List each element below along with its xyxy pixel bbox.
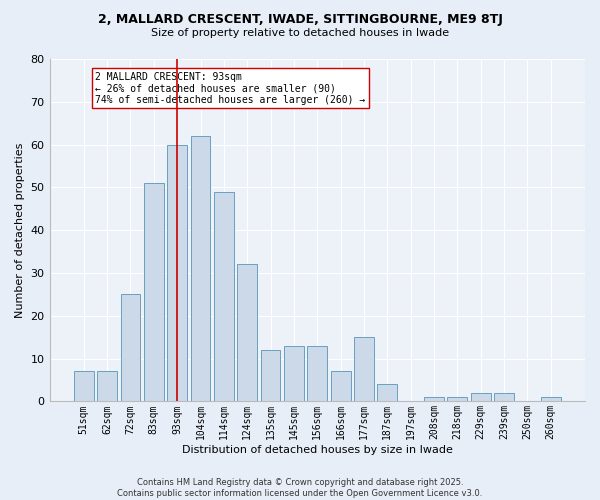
Bar: [260, 350, 280, 402]
Bar: [74, 372, 94, 402]
Bar: [424, 397, 444, 402]
Bar: [331, 372, 350, 402]
Y-axis label: Number of detached properties: Number of detached properties: [15, 142, 25, 318]
Bar: [448, 397, 467, 402]
Text: Contains HM Land Registry data © Crown copyright and database right 2025.
Contai: Contains HM Land Registry data © Crown c…: [118, 478, 482, 498]
X-axis label: Distribution of detached houses by size in Iwade: Distribution of detached houses by size …: [182, 445, 453, 455]
Bar: [471, 393, 491, 402]
Bar: [121, 294, 140, 402]
Bar: [191, 136, 211, 402]
Bar: [97, 372, 117, 402]
Bar: [238, 264, 257, 402]
Bar: [144, 183, 164, 402]
Bar: [307, 346, 327, 402]
Bar: [354, 337, 374, 402]
Bar: [377, 384, 397, 402]
Bar: [541, 397, 560, 402]
Text: 2 MALLARD CRESCENT: 93sqm
← 26% of detached houses are smaller (90)
74% of semi-: 2 MALLARD CRESCENT: 93sqm ← 26% of detac…: [95, 72, 366, 105]
Text: Size of property relative to detached houses in Iwade: Size of property relative to detached ho…: [151, 28, 449, 38]
Bar: [214, 192, 234, 402]
Text: 2, MALLARD CRESCENT, IWADE, SITTINGBOURNE, ME9 8TJ: 2, MALLARD CRESCENT, IWADE, SITTINGBOURN…: [98, 12, 502, 26]
Bar: [167, 144, 187, 402]
Bar: [494, 393, 514, 402]
Bar: [284, 346, 304, 402]
